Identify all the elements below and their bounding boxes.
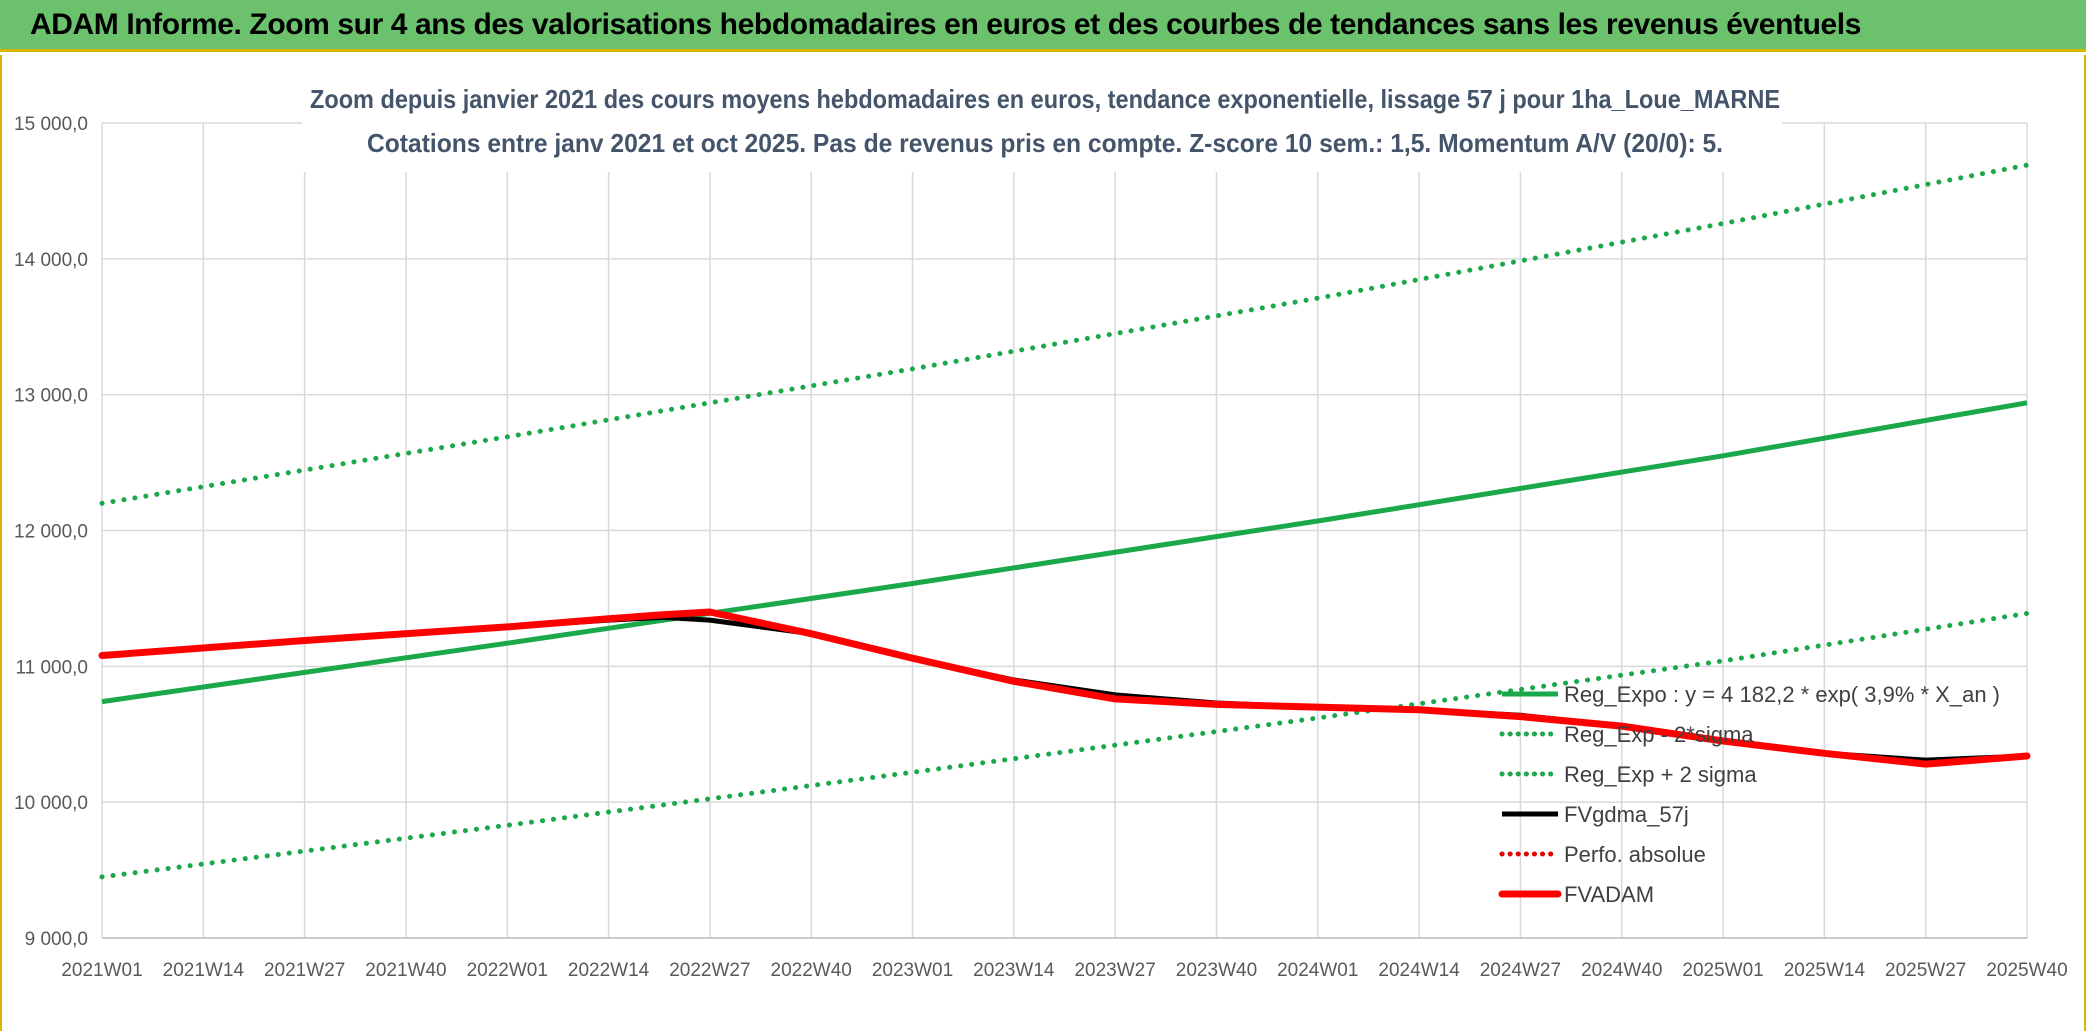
x-tick-label: 2024W40	[1581, 960, 1662, 981]
legend-label-0: Reg_Expo : y = 4 182,2 * exp( 3,9% * X_a…	[1564, 682, 2000, 707]
x-tick-label: 2021W01	[61, 960, 142, 981]
y-tick-label: 9 000,0	[25, 929, 88, 950]
x-tick-label: 2024W27	[1480, 960, 1561, 981]
series-group	[98, 162, 2031, 880]
y-axis: 9 000,0 10 000,0 11 000,0 12 000,0 13 000,0 1…	[14, 114, 88, 950]
chart-subtitle: Cotations entre janv 2021 et oct 2025. P…	[367, 128, 1723, 158]
x-tick-label: 2021W14	[163, 960, 245, 981]
line-chart: 9 000,0 10 000,0 11 000,0 12 000,0 13 000,0 1…	[14, 72, 2068, 981]
x-tick-label: 2021W27	[264, 960, 345, 981]
y-tick-label: 11 000,0	[15, 657, 88, 678]
x-tick-label: 2023W40	[1176, 960, 1257, 981]
x-tick-label: 2023W01	[872, 960, 953, 981]
x-tick-label: 2025W40	[1986, 960, 2067, 981]
x-tick-label: 2025W14	[1784, 960, 1866, 981]
grid-lines	[101, 122, 2028, 939]
chart-area: 9 000,0 10 000,0 11 000,0 12 000,0 13 000,0 1…	[0, 55, 2086, 1031]
x-tick-label: 2022W14	[568, 960, 650, 981]
legend-label-3: FVgdma_57j	[1564, 802, 1689, 827]
legend-label-4: Perfo. absolue	[1564, 842, 1706, 867]
series-line-2	[99, 162, 2030, 506]
x-tick-label: 2022W27	[669, 960, 750, 981]
x-tick-label: 2025W27	[1885, 960, 1966, 981]
x-tick-label: 2021W40	[365, 960, 446, 981]
x-tick-label: 2025W01	[1682, 960, 1763, 981]
report-title: ADAM Informe. Zoom sur 4 ans des valoris…	[30, 7, 1862, 41]
x-tick-label: 2023W14	[973, 960, 1055, 981]
x-tick-label: 2022W01	[467, 960, 548, 981]
legend-label-5: FVADAM	[1564, 882, 1654, 907]
y-tick-label: 14 000,0	[14, 250, 88, 271]
series-line-1	[99, 610, 2030, 880]
report-header: ADAM Informe. Zoom sur 4 ans des valoris…	[0, 0, 2086, 52]
x-tick-label: 2024W01	[1277, 960, 1358, 981]
series-line-5	[98, 608, 2031, 768]
y-tick-label: 13 000,0	[14, 386, 88, 407]
x-tick-label: 2023W27	[1074, 960, 1155, 981]
x-tick-label: 2022W40	[771, 960, 852, 981]
y-tick-label: 15 000,0	[14, 114, 88, 135]
title-background	[302, 72, 1782, 172]
legend-label-2: Reg_Exp + 2 sigma	[1564, 762, 1757, 787]
legend-label-1: Reg_Exp - 2*sigma	[1564, 722, 1754, 747]
y-tick-label: 12 000,0	[14, 522, 88, 543]
y-tick-label: 10 000,0	[14, 793, 88, 814]
chart-title: Zoom depuis janvier 2021 des cours moyen…	[310, 84, 1780, 114]
x-tick-label: 2024W14	[1378, 960, 1460, 981]
series-line-0	[101, 400, 2028, 705]
x-axis: 2021W01 2021W14 2021W27 2021W40 2022W01 2022W…	[61, 960, 2067, 981]
legend: Reg_Expo : y = 4 182,2 * exp( 3,9% * X_a…	[1498, 682, 2000, 907]
